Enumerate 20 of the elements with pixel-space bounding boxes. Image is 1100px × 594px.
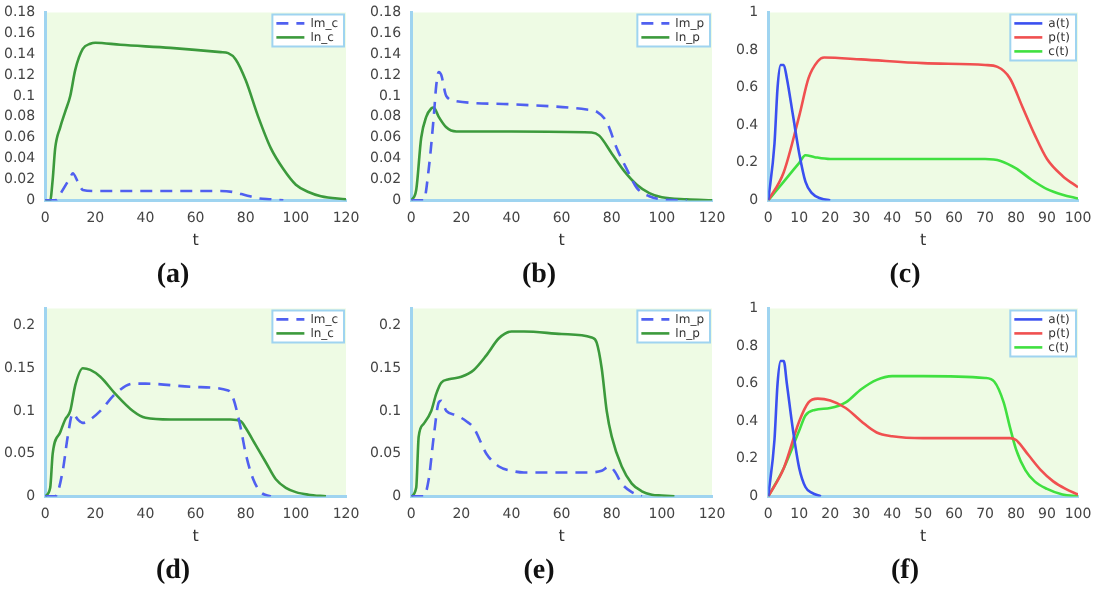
line-series <box>45 366 328 497</box>
text: (e) <box>523 556 556 587</box>
line-series <box>411 330 676 497</box>
line-series <box>768 359 823 497</box>
line-series <box>45 382 273 497</box>
text: (c) <box>889 260 922 291</box>
x-axis-title: t <box>192 526 199 545</box>
x-axis-title: t <box>558 230 565 249</box>
text: (f) <box>891 556 920 587</box>
line-series <box>45 171 285 201</box>
x-axis-title: t <box>558 526 565 545</box>
x-axis-title: t <box>919 230 927 249</box>
text: (d) <box>155 556 191 587</box>
x-axis-title: t <box>192 230 199 249</box>
text: (b) <box>521 260 557 291</box>
line-series <box>411 70 689 201</box>
x-axis-title: t <box>919 526 927 545</box>
line-series <box>411 399 644 497</box>
line-series <box>768 63 832 201</box>
text: (a) <box>156 260 190 291</box>
